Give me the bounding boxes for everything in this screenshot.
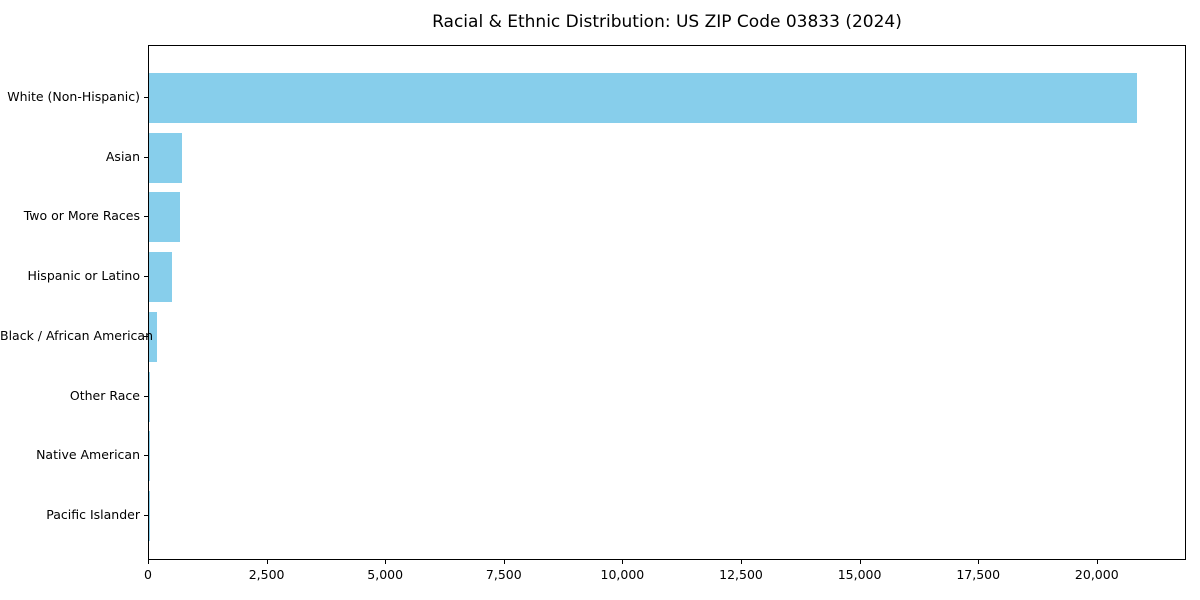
y-tick-label: Asian — [105, 148, 140, 164]
x-tick-mark — [148, 560, 149, 564]
y-tick-mark — [144, 395, 148, 397]
x-tick-label: 5,000 — [367, 567, 404, 582]
y-tick-label: White (Non-Hispanic) — [7, 89, 140, 104]
y-tick-label: Other Race — [69, 387, 140, 403]
x-tick-mark — [266, 560, 268, 564]
x-tick-label: 20,000 — [1074, 567, 1119, 582]
y-tick-label: Black / African American — [0, 327, 154, 343]
y-tick-mark — [144, 335, 148, 337]
y-tick-mark — [144, 514, 148, 516]
y-tick-mark — [144, 455, 148, 457]
x-tick-label: 2,500 — [248, 567, 285, 582]
x-tick-label: 12,500 — [719, 567, 763, 582]
x-tick-label: 15,000 — [837, 567, 882, 582]
y-tick-label: Native American — [36, 447, 140, 463]
x-tick-label: 0 — [144, 567, 152, 582]
bar — [149, 371, 151, 422]
y-tick-mark — [144, 216, 148, 218]
y-tick-label: Pacific Islander — [46, 506, 140, 522]
plot-area — [148, 45, 1186, 560]
bar — [149, 73, 1138, 123]
y-tick-label: Two or More Races — [23, 208, 140, 224]
y-tick-mark — [144, 156, 148, 158]
x-tick-label: 7,500 — [485, 567, 522, 582]
x-tick-mark — [622, 560, 624, 564]
x-tick-mark — [978, 560, 980, 564]
x-tick-mark — [741, 560, 742, 564]
bar — [149, 252, 173, 303]
chart-title: Racial & Ethnic Distribution: US ZIP Cod… — [432, 12, 902, 32]
x-tick-label: 17,500 — [956, 567, 1001, 582]
bar — [149, 311, 157, 362]
y-tick-mark — [144, 276, 148, 278]
bar — [149, 132, 183, 183]
x-tick-mark — [385, 560, 387, 564]
bar — [149, 192, 181, 243]
x-tick-label: 10,000 — [600, 567, 645, 582]
x-tick-mark — [1096, 560, 1098, 564]
x-tick-mark — [503, 560, 505, 564]
x-tick-mark — [859, 560, 861, 564]
y-tick-mark — [144, 97, 148, 98]
y-tick-label: Hispanic or Latino — [27, 268, 140, 284]
